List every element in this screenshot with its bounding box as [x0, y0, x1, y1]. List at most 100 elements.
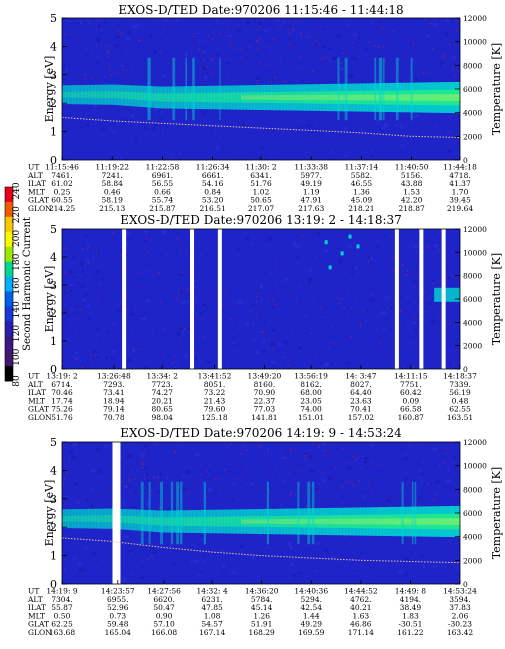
spectral-stripe: [192, 57, 195, 121]
band-core: [65, 515, 70, 522]
texture-cell: [350, 271, 354, 275]
band-core: [75, 515, 79, 522]
cyan-feature: [348, 234, 352, 239]
band-outer: [141, 85, 146, 108]
noise-speckle: [267, 339, 269, 341]
texture-cell: [414, 271, 418, 273]
band-peak: [360, 518, 365, 525]
texture-cell: [283, 474, 286, 476]
band-peak: [310, 518, 315, 525]
texture-cell: [410, 551, 413, 554]
texture-cell: [293, 471, 296, 475]
texture-cell: [282, 21, 286, 24]
band-core: [184, 517, 189, 526]
noise-speckle: [268, 297, 270, 299]
panel-title: EXOS-D/TED Date:970206 13:19: 2 - 14:18:…: [120, 213, 402, 227]
texture-cell: [284, 305, 286, 308]
noise-speckle: [407, 245, 409, 247]
band-core: [254, 516, 259, 527]
band-outer: [138, 85, 142, 107]
spectral-stripe: [176, 481, 180, 545]
noise-speckle: [341, 298, 343, 300]
colorbar-tick-label: 220: [12, 206, 22, 223]
texture-cell: [201, 536, 204, 539]
noise-speckle: [233, 452, 235, 454]
band-core: [62, 515, 66, 522]
band-core: [168, 93, 172, 102]
band-core: [343, 515, 348, 528]
band-core: [151, 93, 156, 101]
band-core: [320, 91, 325, 104]
y-tick-label: 4: [50, 251, 57, 264]
texture-cell: [128, 574, 134, 576]
texture-cell: [353, 57, 358, 61]
band-peak: [327, 94, 332, 101]
spectral-stripe: [147, 57, 150, 121]
band-core: [68, 515, 73, 522]
noise-speckle: [454, 43, 456, 45]
texture-cell: [64, 69, 69, 72]
texture-cell: [149, 554, 153, 558]
orbit-cell: 47.91: [300, 196, 321, 205]
band-core: [201, 516, 206, 527]
y-tick-label: 3: [50, 493, 57, 506]
noise-speckle: [228, 27, 230, 29]
texture-cell: [73, 276, 76, 280]
band-peak: [390, 94, 395, 101]
texture-cell: [308, 454, 313, 459]
texture-cell: [303, 452, 308, 455]
band-core: [184, 93, 189, 102]
band-outer: [68, 85, 73, 105]
noise-speckle: [443, 55, 445, 57]
noise-speckle: [68, 459, 70, 461]
band-core: [224, 92, 229, 103]
band-peak: [340, 94, 345, 101]
texture-cell: [142, 239, 148, 243]
y2-axis-label: Temperature [K]: [490, 253, 503, 345]
texture-cell: [128, 550, 133, 553]
spectral-stripe: [185, 57, 188, 121]
texture-cell: [98, 239, 103, 241]
texture-cell: [111, 322, 116, 325]
noise-speckle: [203, 58, 205, 60]
noise-speckle: [432, 282, 434, 284]
texture-cell: [115, 276, 119, 279]
noise-speckle: [65, 273, 67, 275]
band-core: [257, 92, 262, 103]
band-peak: [307, 518, 312, 525]
noise-speckle: [140, 452, 142, 454]
texture-cell: [396, 471, 400, 473]
orbit-cell: 1.08: [204, 611, 221, 620]
cyan-feature: [324, 240, 328, 245]
texture-cell: [200, 572, 203, 574]
band-outer: [65, 509, 70, 529]
texture-cell: [190, 559, 193, 563]
band-peak: [264, 519, 269, 524]
orbit-cell: 0.84: [204, 187, 221, 196]
noise-speckle: [408, 445, 410, 447]
texture-cell: [386, 33, 390, 35]
band-peak: [436, 94, 441, 101]
texture-cell: [278, 342, 282, 344]
texture-cell: [377, 20, 382, 23]
texture-cell: [127, 18, 132, 20]
band-peak: [406, 94, 411, 101]
texture-cell: [236, 248, 241, 251]
spectral-stripe: [297, 481, 300, 545]
texture-cell: [309, 469, 315, 473]
band-peak: [261, 95, 265, 100]
band-peak: [360, 94, 365, 101]
texture-cell: [417, 476, 422, 479]
orbit-cell: 14:23:57: [101, 587, 135, 596]
band-core: [85, 515, 89, 522]
orbit-cell: 51.76: [250, 179, 272, 188]
noise-speckle: [120, 498, 122, 500]
noise-speckle: [200, 474, 202, 476]
noise-speckle: [201, 324, 203, 326]
band-core: [164, 93, 169, 102]
texture-cell: [132, 505, 138, 509]
band-peak: [314, 518, 318, 525]
texture-cell: [343, 19, 346, 22]
texture-cell: [187, 300, 190, 303]
noise-speckle: [453, 363, 455, 365]
